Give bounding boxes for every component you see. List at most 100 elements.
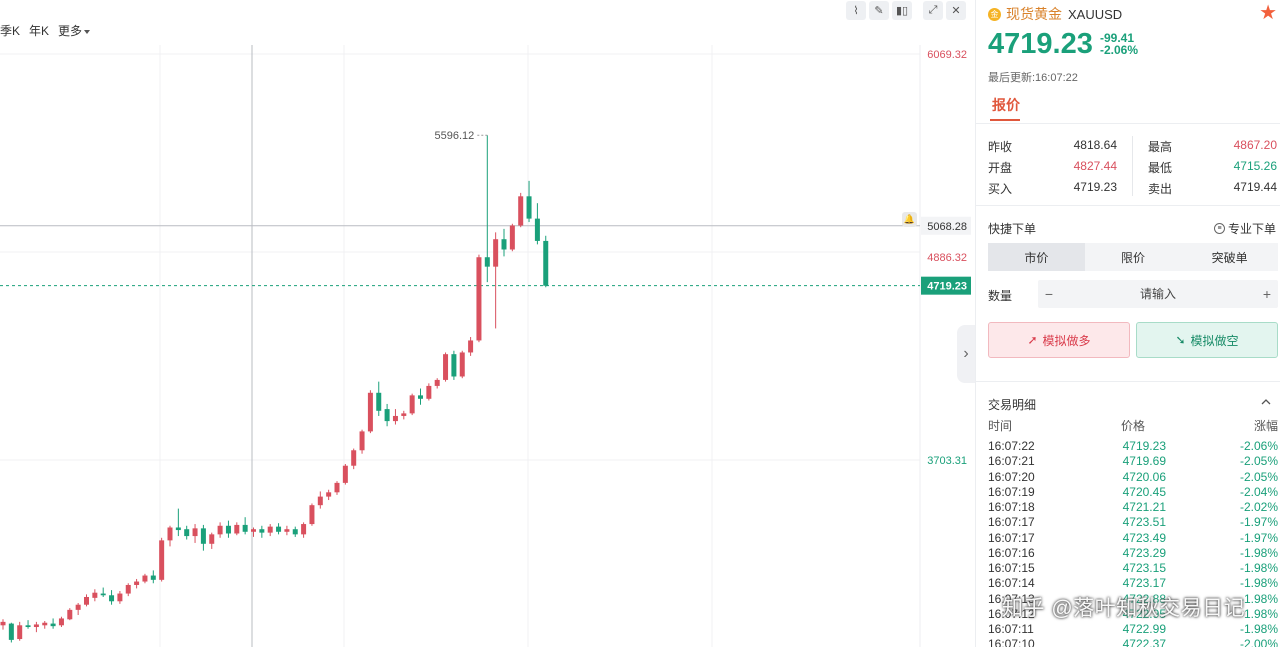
candle-type-icon[interactable]: ▮▯ [892,1,912,20]
candle-body [109,595,115,602]
low-label: 最低 [1148,161,1173,175]
candle-body [125,584,131,594]
trade-detail-row: 16:07:19 4720.45 -2.04% [988,485,1278,500]
detail-time: 16:07:18 [988,500,1035,514]
pro-order-link[interactable]: ≡ 专业下单 [1213,220,1276,237]
detail-price: 4720.06 [1122,469,1166,484]
candle-body [493,239,499,267]
crosshair-price-label: 5068.28 [927,221,967,233]
detail-price: 4722.88 [1122,591,1166,606]
tab-quote[interactable]: 报价 [992,97,1020,113]
candle-body [58,618,64,626]
candle-body [401,413,407,416]
candle-body [8,623,14,640]
detail-time: 16:07:20 [988,469,1035,484]
candle-body [200,528,206,544]
trend-line-icon[interactable]: ⌇ [846,1,866,20]
detail-price: 4722.99 [1122,622,1166,636]
detail-change: -2.05% [1239,454,1278,469]
detail-change: -1.97% [1239,515,1278,530]
candle-body [359,431,365,451]
trade-detail-row: 16:07:20 4720.06 -2.05% [988,470,1278,485]
detail-time: 16:07:21 [988,454,1035,469]
candle-body [443,354,449,380]
detail-price: 4723.29 [1122,545,1166,560]
trade-detail-row: 16:07:11 4722.99 -1.98% [988,622,1278,637]
last-updated: 最后更新:16:07:22 [988,72,1078,84]
detail-change: -2.00% [1239,637,1278,647]
favorite-star-icon[interactable]: ★ [1259,2,1277,24]
buy-label: 模拟做多 [1042,333,1091,348]
detail-time: 16:07:10 [988,637,1035,647]
candle-body [242,524,248,532]
candle-body [100,593,106,596]
detail-price: 4719.23 [1122,439,1166,453]
period-year-k[interactable]: 年K [29,24,50,38]
candle-body [518,196,524,226]
candle-body [17,625,23,640]
detail-change: -1.98% [1239,591,1278,606]
collapse-panel-button[interactable]: › [957,325,975,383]
quantity-input[interactable] [1060,287,1256,301]
axis-label-high: 4886.32 [927,252,967,264]
detail-change: -1.97% [1239,530,1278,545]
tab-stop-order[interactable]: 突破单 [1211,250,1248,265]
period-quarter-k[interactable]: 季K [0,24,21,38]
trade-detail-row: 16:07:15 4723.15 -1.98% [988,561,1278,576]
chart-area[interactable]: 季K 年K 更多 ⌇ ✎ ▮▯ ⤢ ✕ 5596.12 6069.32 4886.3… [0,0,975,647]
candle-body [334,482,340,493]
detail-time: 16:07:13 [988,591,1035,606]
alert-bell-icon[interactable]: 🔔 [902,212,917,227]
candle-body [209,534,215,544]
trade-detail-row: 16:07:13 4722.88 -1.98% [988,592,1278,607]
gold-coin-icon: 金 [988,7,1001,21]
period-more[interactable]: 更多 [58,22,91,39]
detail-change: -1.98% [1239,561,1278,575]
tab-market-order[interactable]: 市价 [988,243,1085,271]
candle-body [534,218,540,241]
prev-close-value: 4818.64 [1073,138,1117,152]
detail-change: -1.98% [1239,606,1278,621]
symbol-row: 金 现货黄金 XAUUSD [988,4,1122,24]
trade-detail-row: 16:07:17 4723.51 -1.97% [988,515,1278,530]
ask-value: 4719.44 [1233,180,1277,194]
high-label: 最高 [1148,140,1173,154]
caret-down-icon [84,29,91,34]
quick-order-title: 快捷下单 [988,222,1037,236]
detail-change: -2.02% [1239,500,1278,514]
low-value: 4715.26 [1233,159,1277,173]
plus-icon[interactable]: + [1262,286,1272,302]
trade-detail-row: 16:07:22 4719.23 -2.06% [988,439,1278,454]
peak-price-label: 5596.12 [435,130,475,142]
detail-change: -1.98% [1239,545,1278,560]
candle-body [484,257,490,267]
quantity-stepper: − + [1038,280,1278,308]
candle-body [150,575,156,580]
candle-body [476,257,482,341]
more-label: 更多 [58,24,83,38]
change-percent: -2.06% [1100,43,1139,57]
fullscreen-icon[interactable]: ⤢ [923,1,943,20]
detail-time: 16:07:12 [988,606,1035,621]
candle-body [342,465,348,483]
detail-price: 4723.51 [1122,515,1166,530]
pencil-icon[interactable]: ✎ [869,1,889,20]
simulate-long-button[interactable]: ➚ 模拟做多 [988,322,1130,358]
candle-body [367,392,373,432]
candle-body [234,524,240,534]
candle-body [33,624,39,628]
close-icon[interactable]: ✕ [946,1,966,20]
tab-limit-order[interactable]: 限价 [1121,250,1146,265]
detail-price: 4723.49 [1122,530,1166,545]
simulate-short-button[interactable]: ➘ 模拟做空 [1136,322,1278,358]
chevron-up-icon[interactable] [1260,396,1272,408]
detail-change: -1.98% [1239,576,1278,591]
candle-body [351,450,357,466]
candle-body [543,240,549,286]
trade-detail-row: 16:07:14 4723.17 -1.98% [988,576,1278,591]
bid-label: 买入 [988,182,1013,196]
chart-tools: ⌇ ✎ ▮▯ ⤢ ✕ [846,1,966,20]
candle-body [384,409,390,422]
candlestick-chart[interactable]: 5596.12 6069.32 4886.32 3703.31 5068.28 4719.… [0,0,975,647]
minus-icon[interactable]: − [1044,286,1054,302]
